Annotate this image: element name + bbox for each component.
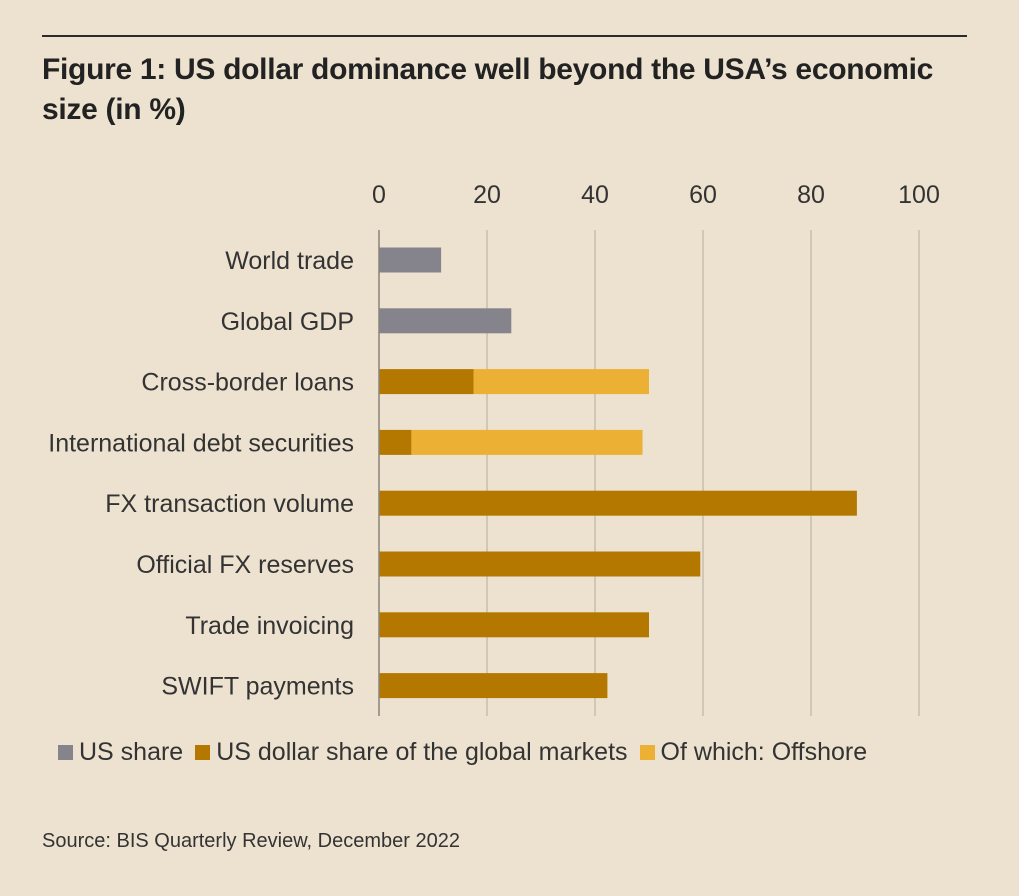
top-rule bbox=[42, 35, 967, 37]
legend-label-2: US dollar share of the global markets bbox=[216, 738, 628, 766]
legend-swatch-3 bbox=[639, 745, 655, 760]
category-label-1: World trade bbox=[225, 247, 354, 275]
legend-label-1: US share bbox=[79, 738, 184, 766]
category-label-8: SWIFT payments bbox=[161, 673, 354, 701]
x-tick-label-20: 20 bbox=[473, 181, 501, 209]
x-tick-label-100: 100 bbox=[898, 181, 940, 209]
category-label-5: FX transaction volume bbox=[105, 490, 354, 518]
x-tick-label-0: 0 bbox=[372, 181, 386, 209]
bar-4-series-2 bbox=[379, 429, 412, 455]
legend-item-2: US dollar share of the global markets bbox=[195, 738, 628, 767]
x-tick-label-40: 40 bbox=[581, 181, 609, 209]
x-tick-label-60: 60 bbox=[689, 181, 717, 209]
bar-6-series-2 bbox=[379, 551, 701, 577]
chart-title: Figure 1: US dollar dominance well beyon… bbox=[42, 53, 934, 126]
bar-4-series-3 bbox=[411, 429, 643, 455]
bar-3-series-3 bbox=[473, 369, 649, 395]
category-label-2: Global GDP bbox=[221, 308, 354, 336]
x-tick-label-80: 80 bbox=[797, 181, 825, 209]
legend-swatch-2 bbox=[195, 745, 211, 760]
legend-item-3: Of which: Offshore bbox=[639, 738, 868, 767]
source-note: Source: BIS Quarterly Review, December 2… bbox=[42, 830, 460, 852]
chart-legend: US share US dollar share of the global ma… bbox=[58, 738, 879, 767]
bar-8-series-2 bbox=[379, 673, 608, 699]
legend-item-1: US share bbox=[58, 738, 183, 767]
category-label-6: Official FX reserves bbox=[136, 551, 354, 579]
bar-3-series-2 bbox=[379, 369, 474, 395]
bar-5-series-2 bbox=[379, 490, 857, 516]
category-label-3: Cross-border loans bbox=[141, 369, 354, 397]
legend-label-3: Of which: Offshore bbox=[660, 738, 868, 766]
bar-2-series-1 bbox=[379, 308, 512, 334]
legend-swatch-1 bbox=[58, 745, 73, 760]
category-label-7: Trade invoicing bbox=[185, 612, 354, 640]
bar-1-series-1 bbox=[379, 247, 442, 273]
bar-7-series-2 bbox=[379, 612, 649, 638]
category-label-4: International debt securities bbox=[48, 429, 354, 457]
